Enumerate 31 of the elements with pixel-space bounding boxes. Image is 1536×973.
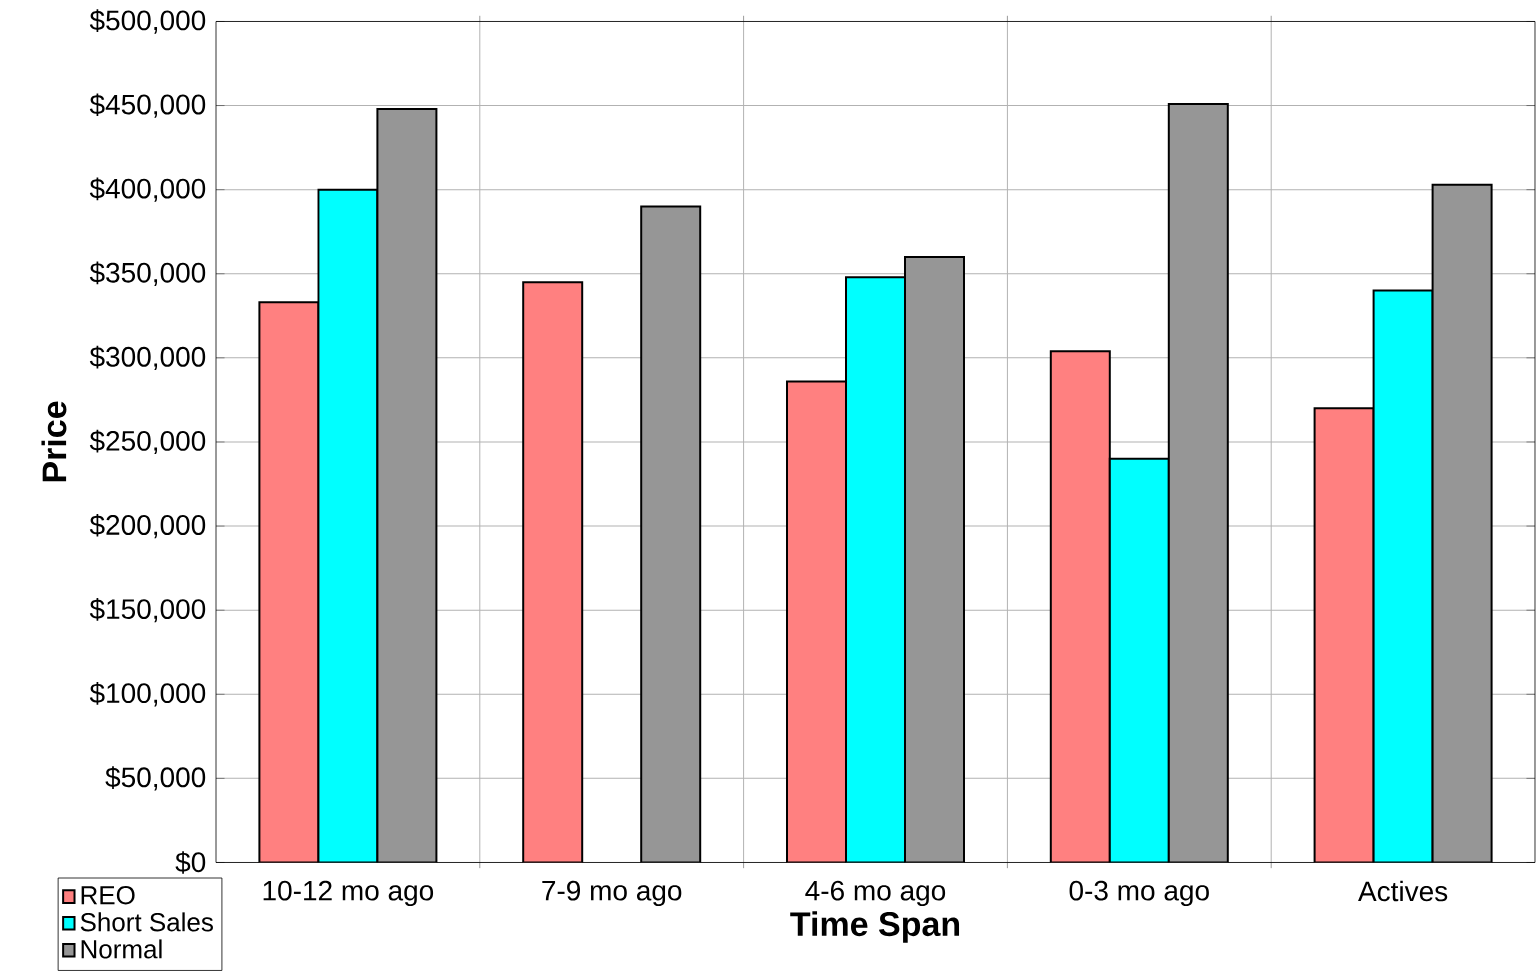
x-tick-label: 0-3 mo ago <box>1069 880 1209 906</box>
legend-label: REO <box>81 885 135 905</box>
bar <box>640 205 702 863</box>
bar <box>1372 289 1434 863</box>
y-tick-label: $50,000 <box>105 765 206 791</box>
y-tick-label: $150,000 <box>89 597 206 623</box>
y-tick-label: $0 <box>175 850 206 874</box>
bar <box>522 280 584 863</box>
y-tick-label: $300,000 <box>89 345 206 370</box>
bar <box>845 275 907 863</box>
y-tick-label: $500,000 <box>89 9 206 34</box>
y-tick-label: $350,000 <box>89 261 206 286</box>
x-tick-label: 4-6 mo ago <box>805 880 946 906</box>
legend-label: Normal <box>81 939 162 959</box>
y-tick-label: $450,000 <box>89 93 206 118</box>
x-tick-label: Actives <box>1358 880 1448 902</box>
x-tick-label: 7-9 mo ago <box>542 880 682 906</box>
bar <box>317 188 379 863</box>
bar <box>258 301 320 863</box>
bar <box>786 380 847 863</box>
y-tick-label: $400,000 <box>89 177 206 202</box>
y-tick-label: $200,000 <box>89 513 206 538</box>
y-tick-label: $250,000 <box>89 429 206 454</box>
x-tick-label: 10-12 mo ago <box>263 880 434 906</box>
legend-label: Short Sales <box>80 912 213 932</box>
bar <box>1049 349 1111 863</box>
x-axis-title: Time Span <box>790 910 960 943</box>
bar <box>1108 457 1170 863</box>
y-axis-title: Price <box>41 401 67 482</box>
bar <box>1313 407 1375 863</box>
y-tick-label: $100,000 <box>89 681 206 707</box>
